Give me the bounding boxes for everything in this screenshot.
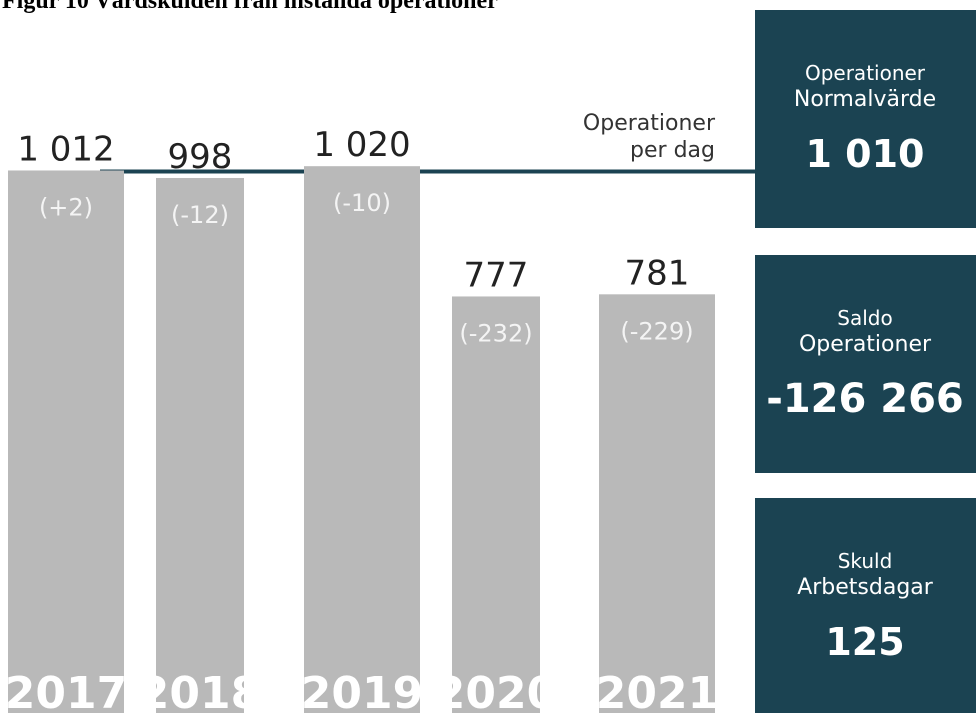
chart-title: Figur 10 Vårdskulden från inställda oper… <box>2 0 498 14</box>
value-label: 777 <box>464 255 529 295</box>
difference-label: (+2) <box>39 193 93 221</box>
panel <box>755 498 976 713</box>
panel <box>755 255 976 473</box>
x-tick-label: 2017 <box>5 668 127 713</box>
reference-label: Operationer <box>583 111 716 136</box>
panel-value: -126 266 <box>766 376 964 422</box>
panel-label-top: Operationer <box>805 61 926 85</box>
panel-label-top: Skuld <box>838 549 893 573</box>
difference-label: (-229) <box>620 317 693 345</box>
panel-label-bottom: Operationer <box>799 332 932 357</box>
bar <box>599 294 715 713</box>
value-label: 998 <box>168 137 233 177</box>
panel-label-bottom: Normalvärde <box>794 87 936 112</box>
x-tick-label: 2019 <box>301 668 423 713</box>
difference-label: (-12) <box>171 201 229 229</box>
reference-label: per dag <box>630 138 715 163</box>
value-label: 1 020 <box>313 125 410 165</box>
x-tick-label: 2021 <box>596 668 718 713</box>
panel-value: 1 010 <box>806 132 925 176</box>
panel <box>755 10 976 228</box>
value-label: 781 <box>625 253 690 293</box>
value-label: 1 012 <box>17 129 114 169</box>
difference-label: (-232) <box>459 319 532 347</box>
difference-label: (-10) <box>333 189 391 217</box>
panel-value: 125 <box>825 620 904 664</box>
bar <box>8 170 124 713</box>
panel-label-bottom: Arbetsdagar <box>797 575 934 600</box>
bar <box>156 177 244 713</box>
x-tick-label: 2020 <box>435 668 557 713</box>
bar <box>304 166 420 713</box>
bar <box>452 296 540 713</box>
x-tick-label: 2018 <box>139 668 261 713</box>
panel-label-top: Saldo <box>837 306 892 330</box>
